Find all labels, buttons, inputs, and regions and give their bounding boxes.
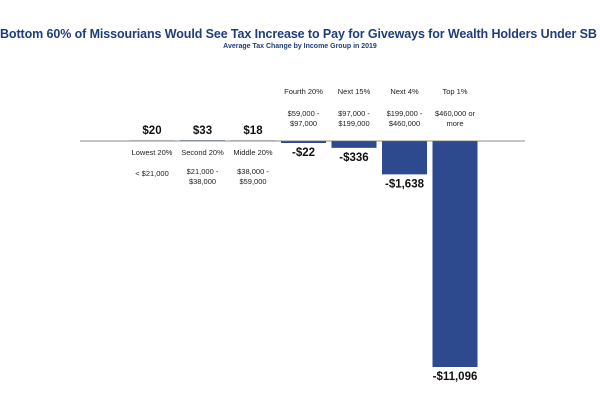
- value-label-5: -$1,638: [385, 178, 425, 190]
- category-name-2: Middle 20%: [233, 148, 273, 157]
- category-name-6: Top 1%: [442, 87, 467, 96]
- value-label-0: $20: [142, 125, 161, 137]
- category-range-4-1: $199,000: [338, 119, 369, 128]
- category-name-4: Next 15%: [338, 87, 371, 96]
- category-range-3-1: $97,000: [290, 119, 317, 128]
- value-label-3: -$22: [292, 147, 315, 159]
- value-label-2: $18: [243, 125, 263, 137]
- category-range-5-0: $199,000 -: [387, 109, 423, 118]
- value-label-6: -$11,096: [433, 371, 478, 383]
- category-range-5-1: $460,000: [389, 119, 420, 128]
- category-range-0-0: < $21,000: [135, 169, 169, 178]
- category-range-1-1: $38,000: [189, 177, 216, 186]
- category-range-2-1: $59,000: [239, 177, 266, 186]
- category-range-2-0: $38,000 -: [237, 167, 269, 176]
- category-range-3-0: $59,000 -: [288, 109, 320, 118]
- category-name-1: Second 20%: [181, 148, 224, 157]
- bar-6: [432, 141, 478, 367]
- bar-4: [331, 141, 377, 148]
- category-name-5: Next 4%: [390, 87, 419, 96]
- category-name-3: Fourth 20%: [284, 87, 323, 96]
- value-label-1: $33: [193, 125, 212, 137]
- category-range-6-1: more: [446, 119, 463, 128]
- labels-group: $20 Lowest 20% < $21,000 $33 Second 20% $21,0…: [132, 87, 478, 383]
- category-range-4-0: $97,000 -: [338, 109, 370, 118]
- bars-group: [129, 140, 478, 367]
- category-range-1-0: $21,000 -: [187, 167, 219, 176]
- bar-3: [281, 141, 326, 143]
- category-name-0: Lowest 20%: [132, 148, 173, 157]
- chart-subtitle: Average Tax Change by Income Group in 20…: [223, 43, 377, 50]
- chart-title: Bottom 60% of Missourians Would See Tax …: [0, 27, 600, 41]
- value-label-4: -$336: [339, 152, 368, 164]
- category-range-6-0: $460,000 or: [435, 109, 476, 118]
- bar-5: [382, 141, 427, 175]
